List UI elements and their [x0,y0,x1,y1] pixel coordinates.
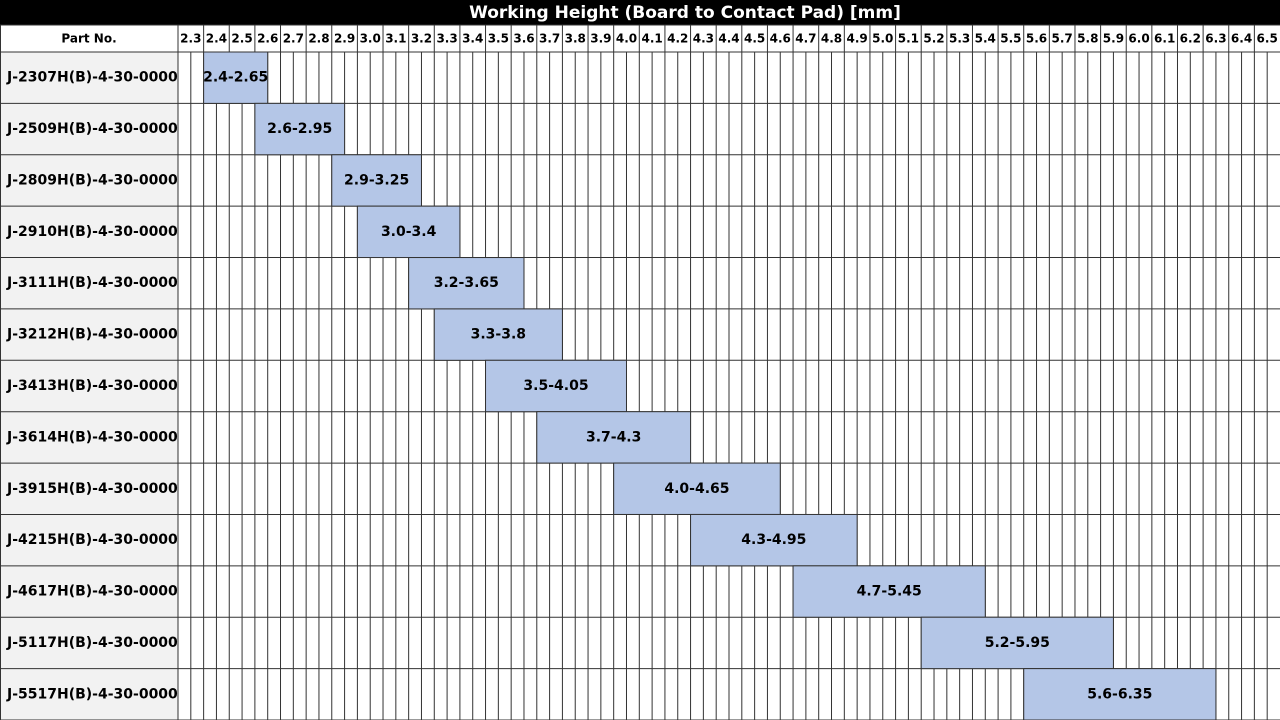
part-number: J-3212H(B)-4-30-0000 [6,327,178,343]
part-number: J-2509H(B)-4-30-0000 [6,121,178,137]
x-tick-label: 4.6 [770,32,791,46]
x-tick-label: 5.4 [975,32,996,46]
x-tick-label: 2.5 [231,32,252,46]
x-tick-label: 4.5 [744,32,765,46]
range-bar [536,411,692,464]
part-number: J-3111H(B)-4-30-0000 [6,275,178,291]
x-tick-label: 4.1 [641,32,662,46]
range-bar [485,359,627,413]
x-tick-label: 5.2 [923,32,944,46]
bar-label: 2.9-3.25 [344,172,409,188]
x-tick-label: 4.9 [847,32,868,46]
x-tick-label: 5.7 [1052,32,1073,46]
range-bar [613,462,781,515]
range-bar [920,616,1114,670]
x-tick-label: 6.5 [1257,32,1278,46]
part-column-bg [0,52,178,720]
category-header: Part No. [61,32,116,46]
x-tick-label: 2.4 [206,32,227,46]
part-number: J-3614H(B)-4-30-0000 [6,429,178,445]
x-tick-label: 3.2 [411,32,432,46]
x-tick-label: 6.3 [1205,32,1226,46]
x-tick-label: 5.1 [898,32,919,46]
x-tick-label: 3.6 [513,32,534,46]
bar-label: 2.4-2.65 [203,70,268,86]
title-bar [0,0,1280,25]
bar-label: 5.6-6.35 [1087,686,1152,702]
bar-label: 3.2-3.65 [434,275,499,291]
bar-label: 4.7-5.45 [857,584,922,600]
x-tick-label: 3.0 [360,32,381,46]
x-tick-label: 3.1 [385,32,406,46]
x-tick-label: 6.0 [1128,32,1149,46]
bar-label: 2.6-2.95 [267,121,332,137]
bar-label: 4.0-4.65 [664,481,729,497]
x-tick-label: 5.8 [1077,32,1098,46]
x-tick-label: 4.4 [718,32,739,46]
x-tick-label: 3.9 [590,32,611,46]
x-tick-label: 6.1 [1154,32,1175,46]
x-tick-label: 5.5 [1000,32,1021,46]
range-bar [1023,668,1217,720]
range-bar [203,51,269,104]
x-tick-label: 2.3 [180,32,201,46]
part-number: J-2307H(B)-4-30-0000 [6,70,178,86]
bar-label: 3.0-3.4 [381,224,437,240]
range-bar [690,513,858,567]
x-tick-label: 3.8 [565,32,586,46]
part-number: J-2809H(B)-4-30-0000 [6,172,178,188]
range-bar [254,102,346,156]
bar-label: 4.3-4.95 [741,532,806,548]
x-tick-label: 6.2 [1180,32,1201,46]
x-tick-label: 5.6 [1026,32,1047,46]
range-bar [408,257,525,310]
x-tick-label: 2.8 [308,32,329,46]
x-tick-label: 5.0 [872,32,893,46]
part-number: J-3915H(B)-4-30-0000 [6,481,178,497]
bar-label: 3.5-4.05 [523,378,588,394]
x-tick-label: 2.9 [334,32,355,46]
x-tick-label: 2.6 [257,32,278,46]
x-tick-label: 4.3 [693,32,714,46]
x-tick-label: 5.9 [1103,32,1124,46]
x-tick-label: 4.2 [667,32,688,46]
part-number: J-5517H(B)-4-30-0000 [6,686,178,702]
bar-label: 3.7-4.3 [586,429,641,445]
part-number: J-3413H(B)-4-30-0000 [6,378,178,394]
x-tick-label: 5.3 [949,32,970,46]
part-number: J-5117H(B)-4-30-0000 [6,635,178,651]
range-bar [792,565,986,618]
x-tick-label: 3.4 [462,32,483,46]
x-tick-label: 3.5 [488,32,509,46]
chart-title: Working Height (Board to Contact Pad) [m… [469,3,901,23]
x-tick-label: 6.4 [1231,32,1252,46]
bar-label: 5.2-5.95 [985,635,1050,651]
x-tick-label: 2.7 [283,32,304,46]
part-number: J-2910H(B)-4-30-0000 [6,224,178,240]
x-tick-label: 4.0 [616,32,637,46]
part-number: J-4215H(B)-4-30-0000 [6,532,178,548]
x-tick-label: 3.7 [539,32,560,46]
range-bar [331,154,422,207]
x-tick-label: 4.7 [795,32,816,46]
x-tick-label: 3.3 [436,32,457,46]
part-number: J-4617H(B)-4-30-0000 [6,584,178,600]
bar-label: 3.3-3.8 [471,327,526,343]
range-bar [356,205,461,259]
x-tick-label: 4.8 [821,32,842,46]
